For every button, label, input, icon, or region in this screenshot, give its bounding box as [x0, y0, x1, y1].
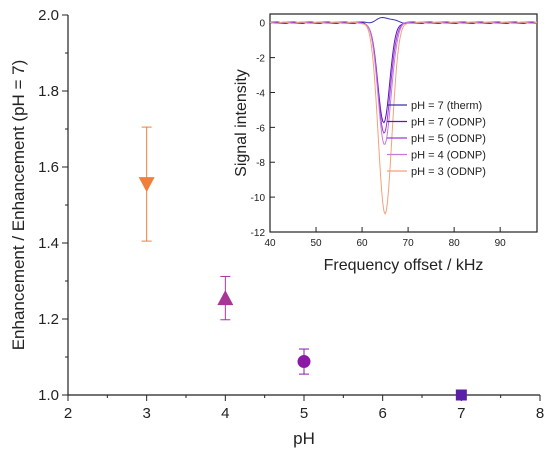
main-x-tick-label: 6	[378, 405, 386, 422]
inset-x-tick-label: 70	[403, 238, 415, 249]
inset-y-tick-label: -12	[251, 228, 266, 239]
main-y-tick-label: 2.0	[38, 7, 59, 24]
inset-y-tick-label: -10	[251, 193, 266, 204]
inset-x-axis-label: Frequency offset / kHz	[324, 257, 484, 274]
inset-series-line	[269, 21, 538, 145]
inset-series-line	[269, 21, 538, 216]
inset-y-tick-label: -4	[256, 88, 265, 99]
inset-y-axis-label: Signal intensity	[233, 69, 250, 177]
main-y-tick-label: 1.6	[38, 159, 59, 176]
legend-label: pH = 7 (therm)	[411, 100, 482, 112]
inset-x-tick-label: 80	[449, 238, 461, 249]
inset-x-tick-label: 50	[310, 238, 322, 249]
main-x-tick-label: 7	[457, 405, 465, 422]
data-point-circle	[297, 355, 311, 369]
inset-x-tick-label: 40	[264, 238, 276, 249]
main-y-tick-label: 1.0	[38, 387, 59, 404]
inset-y-tick-label: -2	[256, 54, 265, 65]
data-point-triangle-up	[217, 290, 234, 306]
main-axes: 2 3 4 5 6 7 8 1.0 1.2 1.4 1.6 1.8 2.0	[38, 7, 544, 422]
main-y-tick-label: 1.2	[38, 311, 59, 328]
legend-label: pH = 3 (ODNP)	[411, 166, 486, 178]
legend-label: pH = 5 (ODNP)	[411, 133, 486, 145]
data-point-square	[455, 389, 467, 401]
main-y-tick-label: 1.8	[38, 83, 59, 100]
inset-y-tick-label: -6	[256, 123, 265, 134]
main-x-tick-label: 5	[300, 405, 308, 422]
main-y-tick-label: 1.4	[38, 235, 59, 252]
inset-y-tick-label: -8	[256, 158, 265, 169]
main-x-tick-label: 8	[536, 405, 544, 422]
data-point-triangle-down	[138, 177, 155, 193]
main-x-tick-label: 3	[142, 405, 150, 422]
main-x-axis-label: pH	[293, 429, 315, 448]
inset-x-tick-label: 90	[495, 238, 507, 249]
main-data-points	[138, 126, 467, 401]
main-y-axis-label: Enhancement / Enhancement (pH = 7)	[9, 60, 28, 351]
main-x-tick-label: 2	[64, 405, 72, 422]
inset-plot-frame	[269, 13, 538, 233]
inset-x-tick-label: 60	[357, 238, 369, 249]
main-x-tick-label: 4	[221, 405, 229, 422]
inset-series-lines	[269, 17, 538, 216]
inset-legend: pH = 7 (therm) pH = 7 (ODNP) pH = 5 (ODNP)…	[387, 100, 486, 178]
legend-label: pH = 4 (ODNP)	[411, 150, 486, 162]
legend-label: pH = 7 (ODNP)	[411, 117, 486, 129]
inset-y-tick-label: 0	[259, 19, 265, 30]
